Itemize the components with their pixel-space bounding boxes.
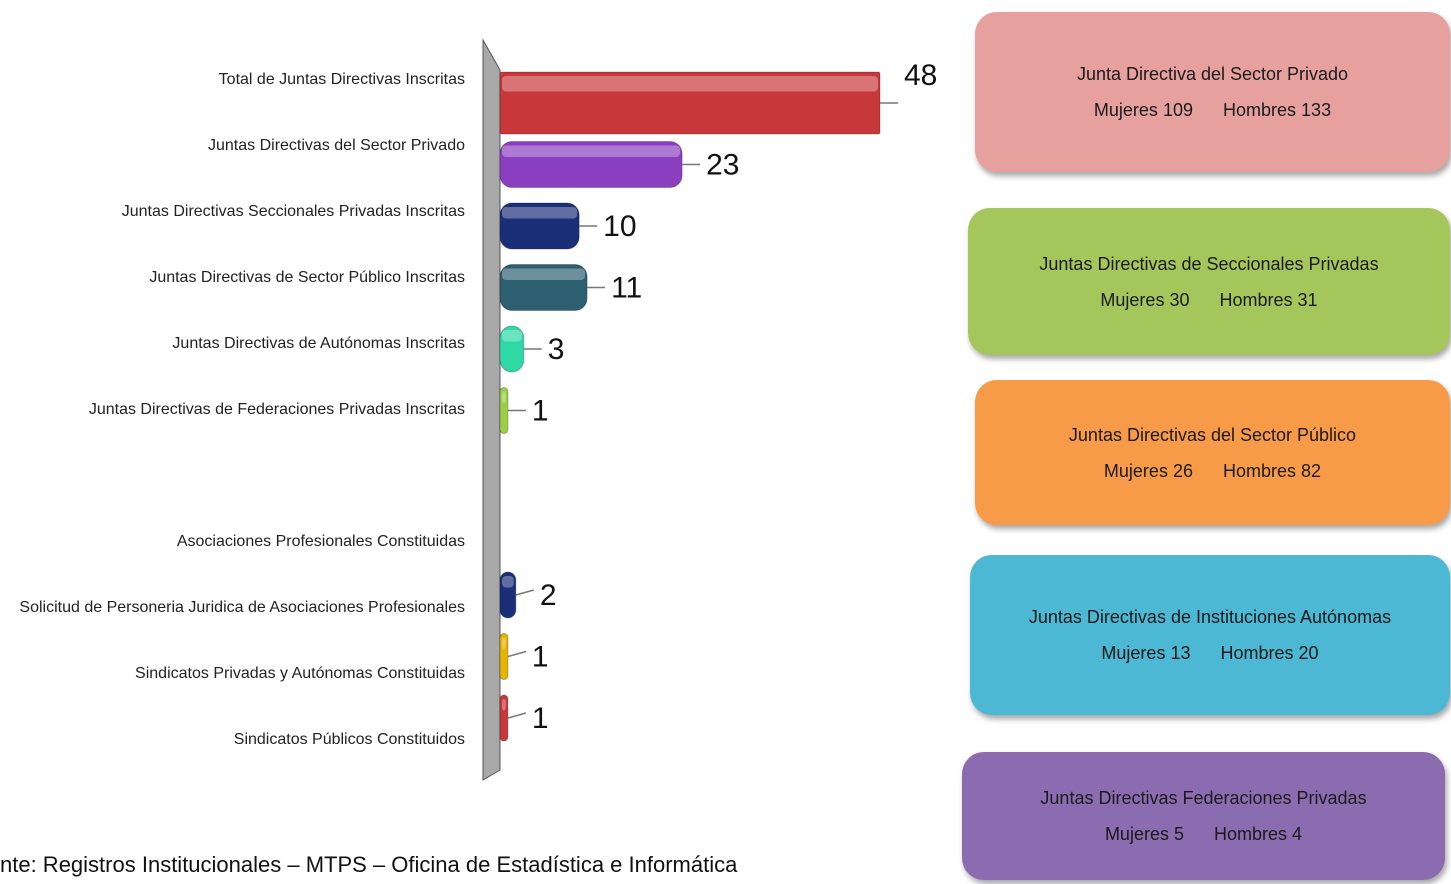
value-label: 2: [540, 579, 557, 612]
leader-line: [507, 650, 527, 658]
value-label: 10: [603, 210, 636, 243]
category-label: Juntas Directivas del Sector Privado: [208, 137, 465, 154]
box-title: Juntas Directivas del Sector Público: [1068, 424, 1357, 445]
bar-highlight: [502, 576, 514, 588]
men-count: 20: [1298, 643, 1319, 663]
footer: nte: Registros Institucionales – MTPS – …: [0, 852, 738, 877]
women-label: Mujeres: [1101, 643, 1166, 663]
box-counts: Mujeres 26 Hombres 82: [1104, 453, 1321, 489]
bar-highlight: [502, 637, 506, 649]
value-label: 11: [611, 272, 642, 305]
bar-highlight: [502, 76, 878, 92]
men-label: Hombres: [1223, 100, 1297, 120]
info-box: Junta Directiva del Sector Privado Mujere…: [975, 12, 1450, 172]
box-counts: Mujeres 5 Hombres 4: [1105, 816, 1302, 852]
box-counts: Mujeres 109 Hombres 133: [1094, 92, 1331, 128]
women-count: 5: [1173, 824, 1184, 844]
category-label: Juntas Directivas Seccionales Privadas I…: [121, 203, 465, 220]
box-title: Juntas Directivas de Instituciones Autón…: [1028, 607, 1392, 627]
value-label: 48: [904, 59, 937, 92]
bar-highlight: [502, 330, 522, 342]
men-count: 4: [1292, 824, 1303, 844]
category-label: Sindicatos Públicos Constituidos: [233, 731, 465, 748]
bar-highlight: [502, 391, 506, 403]
bar-highlight: [502, 268, 586, 280]
value-label: 23: [706, 149, 739, 182]
value-label: 1: [532, 395, 549, 428]
info-box: Juntas Directivas del Sector Público Muje…: [975, 380, 1450, 525]
value-label: 1: [532, 641, 549, 674]
men-count: 82: [1301, 460, 1322, 481]
women-label: Mujeres: [1103, 460, 1168, 481]
info-box: Juntas Directivas de Instituciones Autón…: [970, 555, 1450, 715]
men-label: Hombres: [1220, 643, 1294, 663]
women-label: Mujeres: [1100, 289, 1165, 310]
men-label: Hombres: [1223, 460, 1297, 481]
category-label: Solicitud de Personeria Juridica de Asoc…: [19, 599, 465, 616]
men-count: 31: [1297, 289, 1318, 310]
box-title: Junta Directiva del Sector Privado: [1076, 64, 1349, 84]
box-counts: Mujeres 30 Hombres 31: [1100, 282, 1317, 318]
bar-highlight: [502, 145, 681, 157]
women-label: Mujeres: [1093, 100, 1158, 120]
women-count: 26: [1172, 460, 1193, 481]
info-box: Juntas Directivas de Seccionales Privada…: [968, 208, 1450, 355]
category-label: Juntas Directivas de Federaciones Privad…: [88, 401, 465, 418]
leader-line: [515, 589, 535, 596]
info-box: Juntas Directivas Federaciones Privadas M…: [962, 752, 1445, 880]
men-label: Hombres: [1219, 289, 1293, 310]
value-label: 1: [532, 702, 549, 735]
category-label: Sindicatos Privadas y Autónomas Constitu…: [135, 665, 465, 682]
box-counts: Mujeres 13 Hombres 20: [1101, 635, 1318, 671]
women-count: 109: [1162, 100, 1193, 120]
value-label: 3: [548, 333, 565, 366]
women-count: 30: [1169, 289, 1190, 310]
axis-wall: [482, 38, 501, 781]
men-label: Hombres: [1214, 824, 1288, 844]
bar-highlight: [502, 207, 578, 219]
women-label: Mujeres: [1104, 824, 1169, 844]
men-count: 133: [1301, 100, 1332, 120]
category-label: Total de Juntas Directivas Inscritas: [218, 71, 465, 88]
leader-line: [507, 712, 527, 719]
box-title: Juntas Directivas de Seccionales Privada…: [1039, 253, 1379, 274]
box-title: Juntas Directivas Federaciones Privadas: [1040, 788, 1367, 808]
bar-highlight: [502, 699, 506, 711]
category-label: Asociaciones Profesionales Constituidas: [176, 533, 465, 550]
women-count: 13: [1170, 643, 1191, 663]
category-label: Juntas Directivas de Sector Público Insc…: [149, 269, 465, 286]
category-label: Juntas Directivas de Autónomas Inscritas: [172, 335, 465, 352]
